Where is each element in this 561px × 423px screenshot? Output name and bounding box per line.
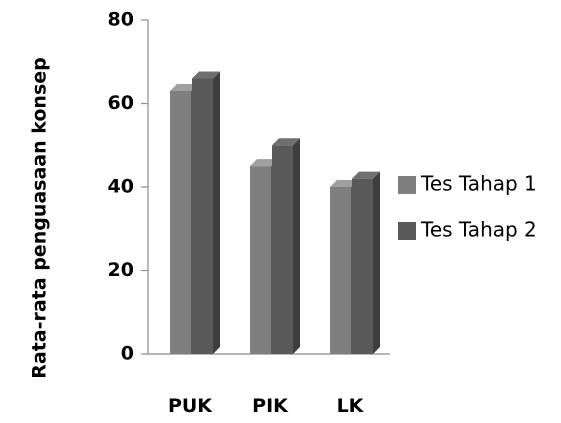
bar-front (330, 187, 351, 354)
bar-top (352, 171, 380, 179)
y-tick-label: 20 (108, 259, 134, 281)
y-tick-label: 40 (108, 176, 134, 198)
bar-top (170, 83, 198, 91)
bar-side (213, 71, 220, 354)
x-tick-label: PUK (168, 395, 213, 417)
bar-side (293, 138, 300, 354)
bar-top (272, 138, 300, 146)
x-tick-label: LK (337, 395, 365, 417)
y-tick-label: 60 (108, 92, 134, 114)
bar-top (330, 180, 358, 187)
x-tick-label: PIK (252, 395, 289, 417)
y-axis-title: Rata-rata penguasaan konsep (29, 57, 51, 379)
x-labels: PUK PIK LK (168, 395, 365, 417)
y-axis-title-group: Rata-rata penguasaan konsep (29, 57, 51, 379)
legend-swatch (398, 176, 416, 194)
legend-label: Tes Tahap 2 (420, 218, 537, 242)
bar-front (272, 145, 293, 354)
bar-front (250, 166, 271, 354)
legend-label: Tes Tahap 1 (420, 172, 537, 196)
bar-top (192, 71, 220, 79)
legend-swatch (398, 222, 416, 240)
y-ticks: 0 20 40 60 80 (108, 9, 148, 365)
bar-front (192, 78, 213, 354)
bar-front (170, 90, 191, 354)
bar-top (250, 159, 278, 167)
y-tick-label: 80 (108, 9, 134, 31)
bar-side (373, 171, 380, 354)
bars (170, 71, 380, 354)
legend: Tes Tahap 1 Tes Tahap 2 (398, 172, 537, 242)
y-tick-label: 0 (121, 343, 134, 365)
bar-front (352, 178, 373, 354)
